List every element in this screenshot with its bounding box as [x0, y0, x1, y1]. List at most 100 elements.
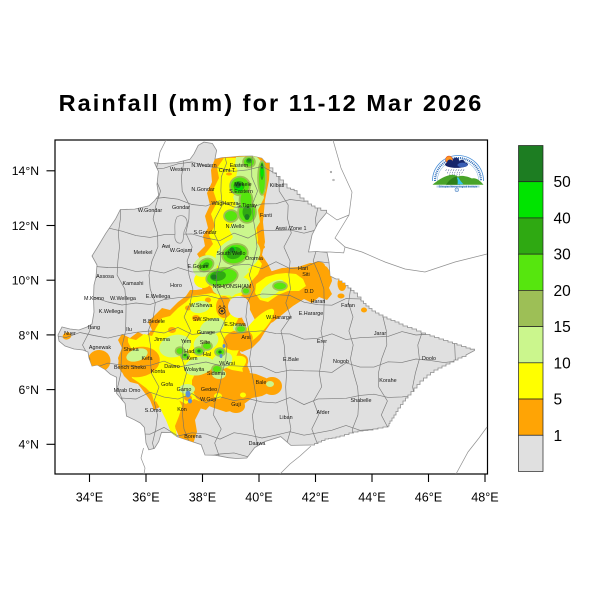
svg-text:Kon: Kon [177, 407, 187, 413]
svg-text:Siti: Siti [302, 272, 310, 278]
svg-text:Liban: Liban [279, 415, 292, 421]
svg-text:Hari: Hari [298, 266, 308, 272]
svg-text:15: 15 [554, 319, 571, 336]
svg-text:Bale: Bale [256, 380, 267, 386]
svg-text:Sheka: Sheka [123, 347, 138, 353]
svg-text:W.Guji: W.Guji [200, 397, 216, 403]
svg-text:M.Komo: M.Komo [84, 296, 104, 302]
svg-text:Shabelle: Shabelle [351, 398, 372, 404]
svg-text:Harari: Harari [311, 299, 326, 305]
svg-text:Gurage: Gurage [197, 330, 215, 336]
svg-text:6°N: 6°N [19, 383, 39, 397]
svg-text:Bench Sheko: Bench Sheko [114, 365, 146, 371]
svg-text:W.Gojam: W.Gojam [170, 248, 193, 254]
svg-text:Had.: Had. [184, 349, 195, 355]
svg-text:Nogob: Nogob [333, 359, 349, 365]
svg-text:Gamo: Gamo [177, 387, 192, 393]
svg-text:20: 20 [554, 283, 572, 300]
svg-text:E.Shewa: E.Shewa [224, 322, 246, 328]
svg-text:Kefa: Kefa [141, 356, 152, 362]
svg-text:10°N: 10°N [12, 274, 39, 288]
svg-text:34°E: 34°E [76, 490, 103, 504]
svg-text:W.Gondar: W.Gondar [138, 208, 162, 214]
svg-text:14°N: 14°N [12, 164, 39, 178]
svg-text:Jimma: Jimma [154, 337, 170, 343]
svg-text:Daawa: Daawa [249, 441, 266, 447]
svg-text:Eastern: Eastern [230, 163, 249, 169]
svg-text:S.Eastern: S.Eastern [229, 189, 253, 195]
svg-text:W.Wellega: W.Wellega [110, 296, 136, 302]
svg-text:Kamashi: Kamashi [123, 281, 144, 287]
svg-text:Fafan: Fafan [341, 303, 355, 309]
svg-text:50: 50 [554, 174, 572, 191]
svg-text:Silte: Silte [200, 340, 211, 346]
svg-text:38°E: 38°E [189, 490, 216, 504]
svg-text:Gondar: Gondar [172, 205, 190, 211]
svg-text:Ilu: Ilu [126, 327, 132, 333]
svg-text:46°E: 46°E [415, 490, 442, 504]
svg-text:4°N: 4°N [19, 438, 39, 452]
svg-text:Fanti: Fanti [260, 213, 272, 219]
svg-text:Ethiopian Meteorological Insti: Ethiopian Meteorological Institute [439, 185, 478, 188]
svg-text:10: 10 [554, 355, 572, 372]
svg-text:42°E: 42°E [302, 490, 329, 504]
svg-text:40°E: 40°E [245, 490, 272, 504]
svg-text:E.Bale: E.Bale [283, 357, 299, 363]
svg-text:Awsi /Zone 1: Awsi /Zone 1 [275, 226, 306, 232]
svg-text:Dawro: Dawro [164, 364, 180, 370]
svg-text:Borena: Borena [184, 434, 201, 440]
svg-text:N.Gondar: N.Gondar [191, 187, 215, 193]
svg-text:Konta: Konta [151, 369, 165, 375]
svg-text:W.Shewa: W.Shewa [190, 303, 213, 309]
svg-text:N.Western: N.Western [191, 163, 216, 169]
svg-text:Yem: Yem [181, 339, 192, 345]
svg-text:Arsi: Arsi [241, 335, 250, 341]
svg-text:Oromia: Oromia [245, 256, 263, 262]
svg-text:S.Omo: S.Omo [145, 408, 162, 414]
svg-text:E.Gojam: E.Gojam [188, 264, 209, 270]
svg-text:S.Gondar: S.Gondar [193, 230, 216, 236]
svg-text:Nuer: Nuer [64, 331, 76, 337]
svg-text:S.Tigray: S.Tigray [237, 203, 257, 209]
svg-text:Cent.T: Cent.T [219, 168, 236, 174]
svg-text:48°E: 48°E [471, 490, 498, 504]
svg-text:Korahe: Korahe [379, 378, 396, 384]
svg-text:1: 1 [554, 428, 563, 445]
svg-text:Western: Western [170, 167, 190, 173]
svg-text:12°N: 12°N [12, 219, 39, 233]
svg-text:Afder: Afder [317, 410, 330, 416]
svg-text:W.Hararge: W.Hararge [266, 315, 292, 321]
svg-text:44°E: 44°E [358, 490, 385, 504]
svg-text:Gedeo: Gedeo [201, 387, 217, 393]
svg-text:Guji: Guji [231, 402, 241, 408]
svg-text:40: 40 [554, 210, 572, 227]
svg-text:30: 30 [554, 247, 572, 264]
svg-text:Awi: Awi [162, 244, 171, 250]
svg-text:Mekele: Mekele [234, 182, 251, 188]
svg-text:NSH(ONSH(AM: NSH(ONSH(AM [213, 284, 252, 290]
svg-text:A.A: A.A [218, 304, 225, 309]
svg-text:E.Hararge: E.Hararge [299, 311, 324, 317]
svg-text:N.Wello: N.Wello [226, 224, 245, 230]
svg-text:D.D: D.D [304, 289, 313, 295]
svg-text:Kilbati: Kilbati [270, 183, 285, 189]
svg-text:Horo: Horo [170, 283, 182, 289]
svg-text:Erer: Erer [317, 339, 327, 345]
svg-text:Metekel: Metekel [134, 250, 153, 256]
svg-text:W.Arsi: W.Arsi [219, 361, 235, 367]
svg-text:Jarar: Jarar [374, 331, 386, 337]
svg-text:Rainfall (mm) for 11-12 Mar 20: Rainfall (mm) for 11-12 Mar 2026 [59, 90, 484, 116]
svg-text:B.Bedele: B.Bedele [143, 319, 165, 325]
svg-text:Agnewak: Agnewak [89, 345, 111, 351]
svg-text:South Wello: South Wello [217, 251, 246, 257]
svg-text:Gofa: Gofa [161, 382, 173, 388]
svg-text:8°N: 8°N [19, 328, 39, 342]
svg-text:SW.Shewa: SW.Shewa [193, 317, 219, 323]
svg-text:K.Wellega: K.Wellega [99, 309, 123, 315]
svg-text:5: 5 [554, 392, 563, 409]
svg-text:Mirab Omo: Mirab Omo [114, 388, 141, 394]
svg-text:Sidama: Sidama [207, 371, 225, 377]
svg-text:E.Wellega: E.Wellega [146, 294, 170, 300]
svg-text:Hal: Hal [203, 352, 211, 358]
svg-text:Assosa: Assosa [96, 274, 114, 280]
